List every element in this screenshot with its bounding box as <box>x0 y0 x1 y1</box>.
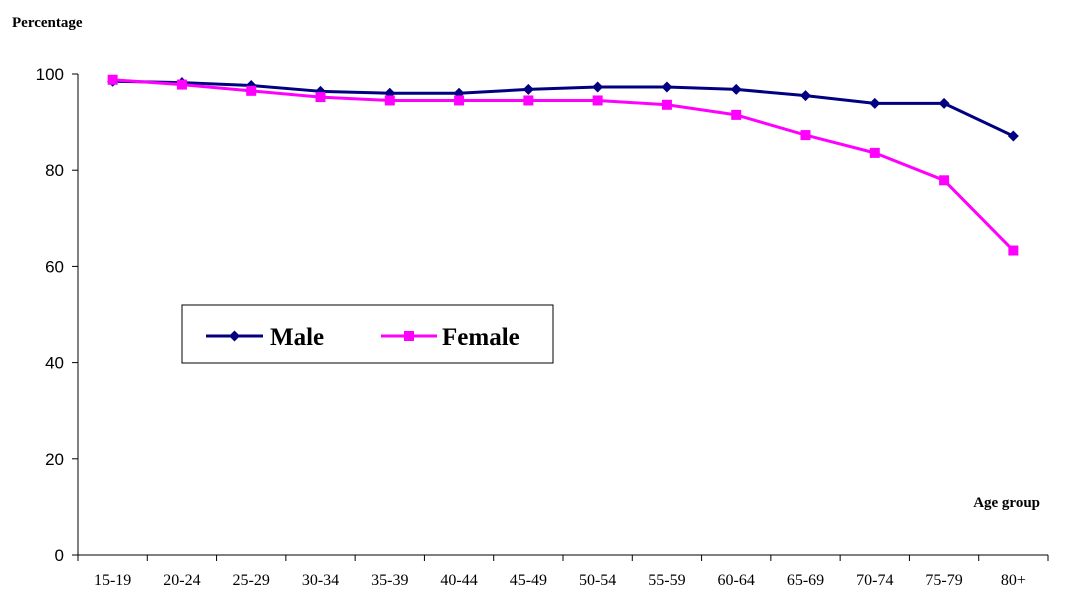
x-tick-label: 80+ <box>1001 572 1026 589</box>
data-point-male <box>661 81 673 93</box>
x-tick-label: 20-24 <box>163 572 200 589</box>
legend-label-female: Female <box>442 324 520 351</box>
data-point-female <box>176 79 187 90</box>
series-line-male <box>112 79 1014 138</box>
data-point-female <box>869 147 880 158</box>
x-axis-ticks: 15-19 20-24 25-29 30-34 35-39 40-44 45-49 50-54… <box>77 555 1049 589</box>
data-point-male <box>522 83 534 95</box>
data-point-male <box>592 81 604 93</box>
series-line-female <box>112 78 1015 252</box>
data-point-male <box>730 83 742 95</box>
x-tick-label: 75-79 <box>925 572 962 589</box>
data-point-female <box>246 85 257 96</box>
x-tick-label: 25-29 <box>233 572 270 589</box>
data-point-male <box>800 90 811 102</box>
y-axis-title: Percentage <box>12 15 83 31</box>
data-point-female <box>384 95 395 106</box>
legend-marker-female <box>404 331 414 341</box>
data-point-female <box>800 130 811 141</box>
x-tick-label: 30-34 <box>302 572 339 589</box>
data-point-female <box>939 175 950 186</box>
data-point-male <box>1007 130 1019 142</box>
x-tick-label: 65-69 <box>787 572 824 589</box>
legend-marker-male <box>229 330 240 342</box>
x-axis-title: Age group <box>973 495 1040 511</box>
data-point-female <box>592 95 603 106</box>
data-point-female <box>731 109 742 120</box>
data-point-female <box>523 95 534 106</box>
y-tick-label: 0 <box>55 546 64 565</box>
legend: Male Female <box>181 304 554 364</box>
data-point-female <box>107 74 118 85</box>
x-tick-label: 40-44 <box>440 572 477 589</box>
series-layer <box>107 74 1019 256</box>
x-tick-label: 15-19 <box>94 572 131 589</box>
y-axis-ticks: 0 20 40 60 80 100 <box>36 65 78 565</box>
data-point-male <box>869 97 881 109</box>
data-point-female <box>454 95 465 106</box>
x-tick-label: 55-59 <box>648 572 685 589</box>
y-tick-label: 100 <box>36 65 64 84</box>
x-tick-label: 50-54 <box>579 572 616 589</box>
x-tick-label: 45-49 <box>510 572 547 589</box>
legend-box <box>181 304 554 364</box>
y-tick-label: 80 <box>45 161 64 180</box>
y-tick-label: 60 <box>45 257 64 276</box>
y-tick-label: 40 <box>45 354 64 373</box>
data-point-male <box>938 97 950 109</box>
data-point-female <box>1008 245 1019 256</box>
legend-label-male: Male <box>270 324 324 351</box>
x-tick-label: 70-74 <box>856 572 893 589</box>
x-tick-label: 35-39 <box>371 572 408 589</box>
y-tick-label: 20 <box>45 450 64 469</box>
data-point-female <box>315 92 326 103</box>
data-point-female <box>661 99 672 110</box>
x-tick-label: 60-64 <box>718 572 755 589</box>
